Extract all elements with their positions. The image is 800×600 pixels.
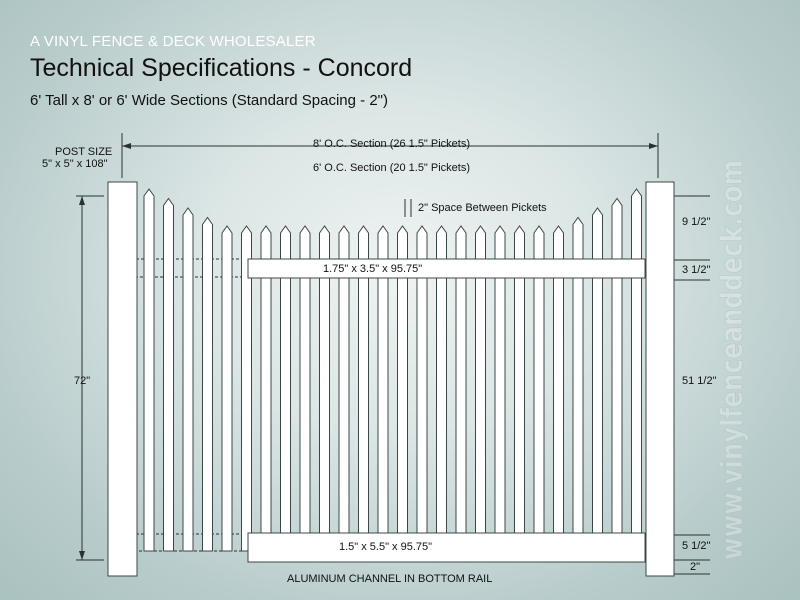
picket [611, 197, 623, 552]
watermark-text: www.vinylfenceanddeck.com [715, 160, 750, 560]
bottom-rail [247, 532, 646, 563]
picket-spacing-marker [404, 199, 412, 217]
page-title: Technical Specifications - Concord [30, 54, 413, 82]
picket-spacing-label: 2" Space Between Pickets [418, 202, 547, 214]
section-8-label: 8' O.C. Section (26 1.5" Pickets) [313, 138, 471, 150]
dim-bottom-rail: 5 1/2" [682, 540, 711, 552]
dim-ground-gap: 2" [690, 561, 701, 573]
post-size-title: POST SIZE [55, 146, 113, 158]
picket [163, 197, 174, 552]
width-dimension-line [121, 133, 659, 178]
picket [143, 188, 155, 552]
picket [631, 188, 642, 552]
section-6-label: 6' O.C. Section (20 1.5" Pickets) [313, 162, 471, 174]
dim-top-rail: 3 1/2" [682, 264, 711, 276]
watermark: www.vinylfenceanddeck.com [715, 160, 751, 561]
pickets-group [143, 188, 642, 552]
company-tagline: A VINYL FENCE & DECK WHOLESALER [30, 33, 316, 50]
dim-middle-span: 51 1/2" [682, 375, 717, 387]
bottom-rail-label: 1.5" x 5.5" x 95.75" [339, 541, 433, 553]
picket [182, 207, 194, 552]
right-post [645, 181, 675, 577]
picket [202, 216, 213, 552]
right-dimension-ticks [674, 195, 710, 575]
top-rail-label: 1.75" x 3.5" x 95.75" [323, 263, 423, 275]
bottom-note: ALUMINUM CHANNEL IN BOTTOM RAIL [287, 573, 493, 585]
dim-top-gap: 9 1/2" [682, 216, 711, 228]
height-total-label: 72" [74, 375, 91, 387]
picket [221, 225, 233, 552]
page-subtitle: 6' Tall x 8' or 6' Wide Sections (Standa… [30, 92, 388, 109]
left-post [107, 181, 138, 577]
top-rail [247, 258, 646, 279]
height-dimension-line [76, 195, 104, 561]
post-size-value: 5" x 5" x 108" [42, 158, 108, 170]
